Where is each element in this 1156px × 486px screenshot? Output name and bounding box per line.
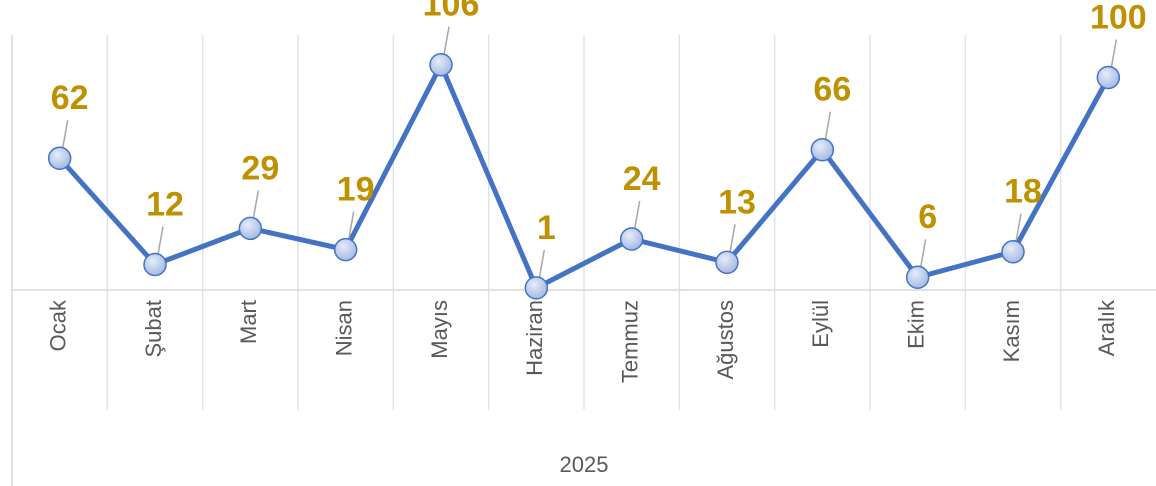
data-line (57, 62, 1111, 291)
leader-line (729, 224, 736, 253)
data-label: 29 (241, 149, 279, 187)
x-tick-label: Ekim (903, 300, 928, 349)
leader-line (443, 26, 450, 55)
x-tick-label: Mayıs (427, 300, 452, 359)
x-tick-label: Kasım (999, 300, 1024, 362)
data-label: 24 (623, 160, 661, 198)
leader-line (633, 200, 641, 230)
leader-line (347, 211, 355, 240)
marker (429, 53, 453, 77)
leader-line (157, 226, 164, 255)
x-tick-label: Mart (236, 300, 261, 344)
leader-line (1015, 213, 1022, 242)
data-label: 62 (51, 79, 89, 117)
leader-line (252, 190, 260, 219)
marker (333, 237, 358, 262)
x-tick-label: Haziran (522, 300, 547, 376)
x-tick-label: Ağustos (713, 300, 738, 380)
marker (619, 227, 644, 251)
x-tick-label: Ocak (45, 299, 70, 351)
data-label: 66 (813, 71, 851, 109)
marker (143, 252, 167, 277)
data-label: 1 (537, 209, 556, 247)
x-tick-label: Aralık (1094, 299, 1119, 356)
leader-line (538, 249, 546, 279)
data-label: 6 (918, 198, 937, 236)
marker (715, 250, 739, 275)
marker (1096, 65, 1121, 90)
data-label: 18 (1004, 173, 1042, 211)
marker (1001, 240, 1025, 264)
leader-line (919, 239, 927, 268)
x-tick-label: Nisan (331, 300, 356, 356)
marker (905, 265, 930, 289)
leader-line (824, 111, 832, 140)
data-label: 100 (1090, 0, 1147, 36)
marker (238, 216, 263, 241)
leader-line (1110, 39, 1118, 68)
marker (810, 138, 835, 162)
marker (524, 276, 549, 300)
data-label: 13 (718, 183, 756, 221)
x-tick-label: Temmuz (617, 300, 642, 383)
leader-line (61, 120, 69, 149)
data-label: 19 (337, 171, 375, 209)
x-tick-label: Şubat (141, 300, 166, 358)
data-label: 12 (146, 185, 184, 223)
category-group-label: 2025 (560, 452, 609, 477)
data-label: 106 (423, 0, 480, 24)
x-tick-label: Eylül (808, 300, 833, 348)
marker (47, 146, 72, 170)
